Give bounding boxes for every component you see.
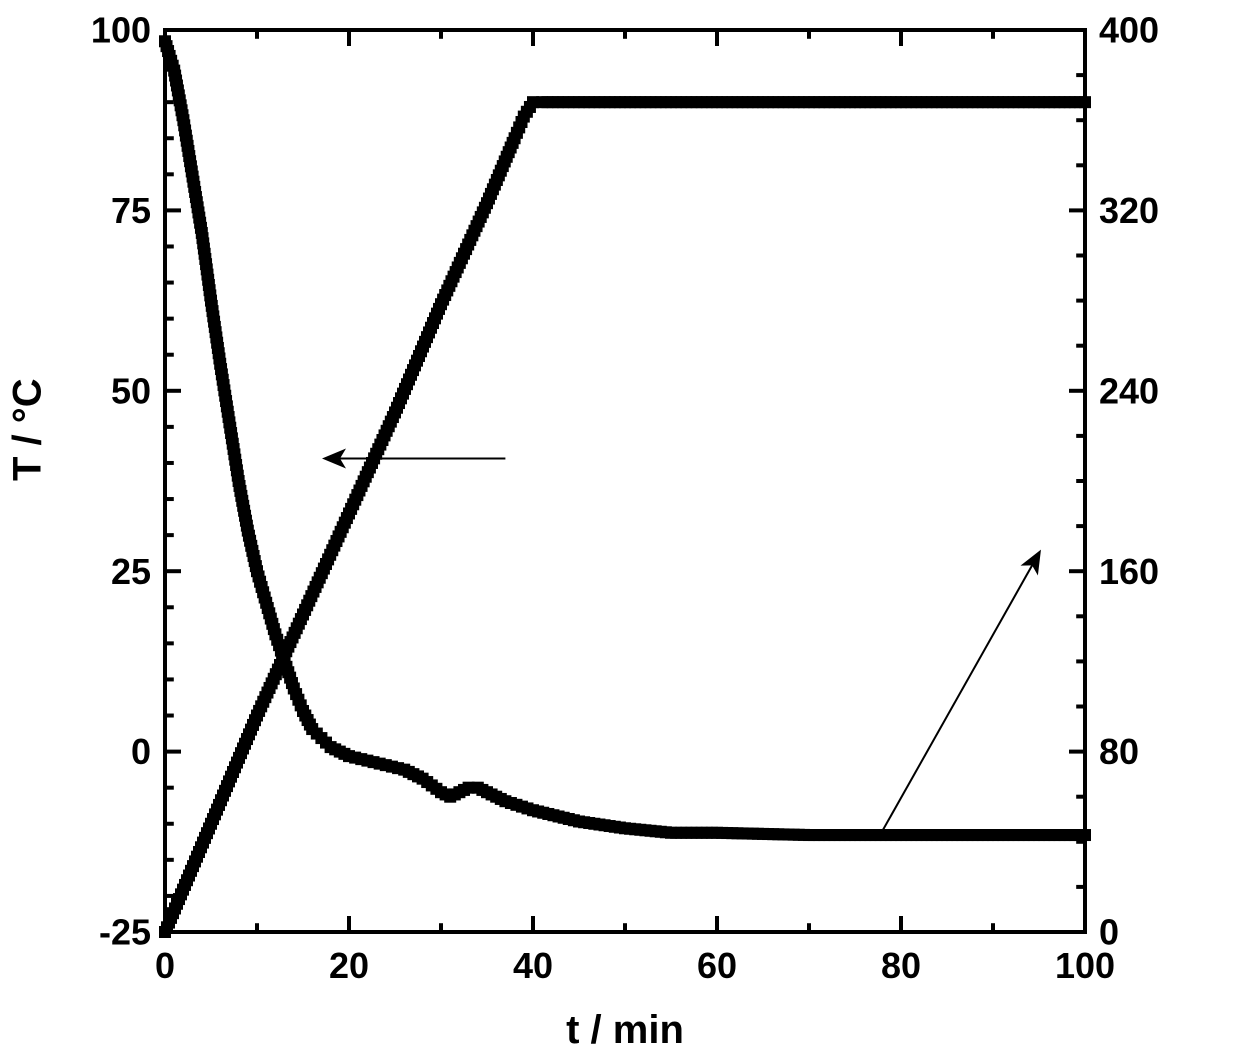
svg-text:0: 0 bbox=[155, 945, 175, 986]
svg-text:160: 160 bbox=[1099, 551, 1159, 592]
left-y-axis-label: T / °C bbox=[6, 378, 51, 481]
svg-text:80: 80 bbox=[881, 945, 921, 986]
svg-text:50: 50 bbox=[111, 370, 151, 411]
chart-svg: 020406080100-250255075100080160240320400 bbox=[0, 0, 1240, 1059]
svg-text:0: 0 bbox=[1099, 912, 1119, 953]
x-axis-label: t / min bbox=[566, 1008, 684, 1053]
svg-text:0: 0 bbox=[131, 731, 151, 772]
svg-text:20: 20 bbox=[329, 945, 369, 986]
svg-text:80: 80 bbox=[1099, 731, 1139, 772]
svg-text:-25: -25 bbox=[99, 912, 151, 953]
svg-text:25: 25 bbox=[111, 551, 151, 592]
svg-text:60: 60 bbox=[697, 945, 737, 986]
svg-text:400: 400 bbox=[1099, 10, 1159, 51]
svg-text:100: 100 bbox=[91, 10, 151, 51]
svg-text:240: 240 bbox=[1099, 370, 1159, 411]
svg-text:40: 40 bbox=[513, 945, 553, 986]
svg-text:75: 75 bbox=[111, 190, 151, 231]
svg-text:320: 320 bbox=[1099, 190, 1159, 231]
